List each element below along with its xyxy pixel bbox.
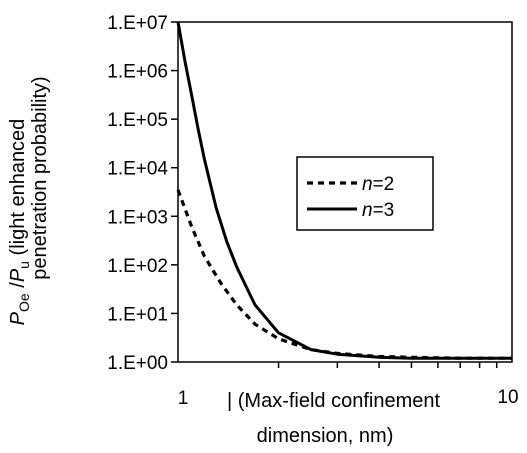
y-tick-label: 1.E+04 xyxy=(107,159,168,180)
x-axis-title: | (Max-field confinement dimension, nm) xyxy=(227,390,441,447)
y-axis-title: POe /Pu (light enhanced penetration prob… xyxy=(7,76,51,325)
series-layer xyxy=(176,21,512,360)
x-tick-label: 1 xyxy=(178,388,189,409)
y-tick-label: 1.E+03 xyxy=(107,207,168,228)
legend-label-n2: n=2 xyxy=(362,174,394,195)
legend-box xyxy=(296,156,434,231)
y-axis-ticks: 1.E+00 1.E+01 1.E+02 1.E+03 1.E+04 1.E+05 1.E+… xyxy=(107,13,178,374)
x-axis-title-line1: | (Max-field confinement xyxy=(227,390,441,412)
y-axis-title-line1: POe /Pu (light enhanced xyxy=(7,119,32,326)
y-tick-label: 1.E+06 xyxy=(107,62,168,83)
x-tick-label: 10 xyxy=(497,387,518,408)
x-axis-ticks: 1 10 xyxy=(178,362,519,409)
series-line-n3 xyxy=(176,21,512,360)
y-tick-label: 1.E+00 xyxy=(107,353,168,374)
y-tick-label: 1.E+07 xyxy=(107,13,168,34)
legend-label-n3: n=3 xyxy=(362,200,394,221)
y-tick-label: 1.E+05 xyxy=(107,110,168,131)
y-tick-label: 1.E+02 xyxy=(107,256,168,277)
y-axis-title-line2: penetration probability) xyxy=(29,76,51,279)
x-axis-title-line2: dimension, nm) xyxy=(257,425,394,447)
legend: n=2 n=3 xyxy=(296,156,434,231)
y-tick-label: 1.E+01 xyxy=(107,304,168,325)
